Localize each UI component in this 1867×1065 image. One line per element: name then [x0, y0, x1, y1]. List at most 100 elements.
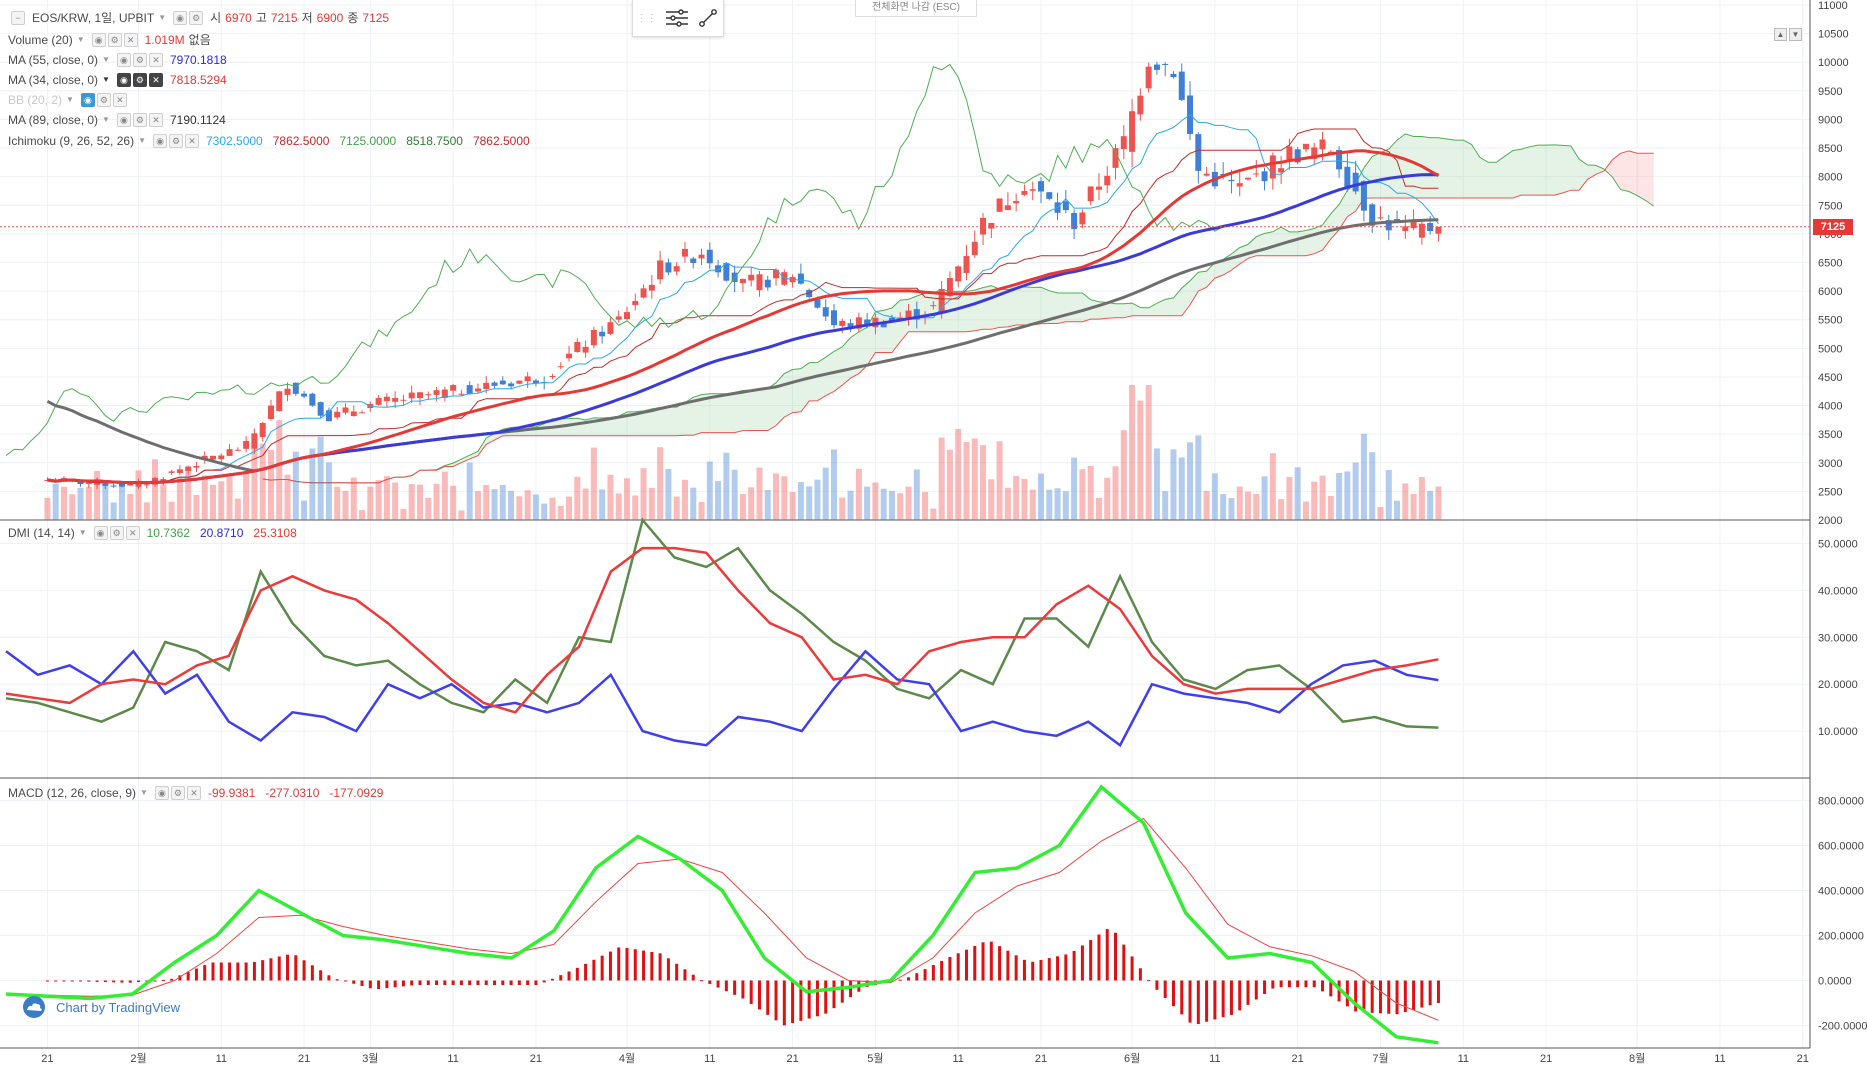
candle-body — [566, 353, 573, 359]
volume-bar — [574, 476, 581, 520]
macd-histogram-bar — [335, 979, 339, 981]
axis-tick-label: 11000 — [1818, 0, 1848, 12]
candle-body — [474, 388, 481, 392]
macd-signal-line — [5, 817, 1439, 1021]
trend-line-icon[interactable] — [697, 7, 719, 29]
volume-bar — [1137, 400, 1144, 520]
ma34-label[interactable]: MA (34, close, 0) — [8, 73, 99, 87]
cloud-segment — [734, 390, 743, 433]
tradingview-logo[interactable]: Chart by TradingView — [20, 996, 180, 1018]
volume-bar — [797, 482, 804, 520]
cloud-segment — [610, 416, 619, 436]
cloud-segment — [767, 382, 777, 431]
candle-body — [930, 305, 937, 307]
high-value: 7215 — [270, 11, 298, 25]
cloud-segment — [1537, 145, 1547, 196]
volume-bar — [334, 486, 341, 520]
volume-bar — [905, 486, 912, 520]
scale-up-icon[interactable]: ▲ — [1774, 28, 1787, 41]
candle-body — [499, 380, 506, 385]
volume-bar — [566, 496, 573, 520]
volume-bar — [375, 480, 382, 520]
cloud-segment — [1297, 230, 1306, 256]
cloud-segment — [643, 408, 652, 436]
cloud-segment — [486, 433, 495, 445]
chevron-down-icon[interactable]: ▼ — [76, 35, 85, 44]
volume-bar — [814, 479, 821, 520]
volume-bar — [946, 449, 953, 520]
volume-bar — [1261, 476, 1268, 520]
drag-handle-icon[interactable]: ⋮⋮ — [636, 12, 657, 24]
volume-bar — [1187, 442, 1194, 520]
candle-body — [1385, 220, 1392, 231]
chevron-down-icon[interactable]: ▼ — [140, 788, 148, 797]
candle-body — [176, 469, 183, 473]
candle-body — [1369, 204, 1376, 226]
macd-histogram-bar — [633, 949, 637, 981]
collapse-icon[interactable]: − — [11, 11, 25, 25]
macd-histogram-bar — [608, 951, 612, 981]
fullscreen-exit-button[interactable]: 전체화면 나감 (ESC) — [855, 0, 977, 17]
ma89-controls[interactable]: ◉ ⚙ ✕ — [116, 113, 163, 127]
symbol-label[interactable]: EOS/KRW, 1일, UPBIT — [32, 11, 155, 25]
ichimoku-controls[interactable]: ◉ ⚙ ✕ — [153, 134, 199, 148]
volume-bar — [806, 486, 813, 520]
ma55-label[interactable]: MA (55, close, 0) — [8, 53, 99, 67]
chevron-down-icon[interactable]: ▼ — [138, 136, 146, 145]
dmi-label[interactable]: DMI (14, 14) — [8, 526, 75, 540]
candle-body — [135, 482, 142, 487]
settings-lines-icon[interactable] — [664, 7, 690, 29]
ma89-label[interactable]: MA (89, close, 0) — [8, 113, 99, 127]
candle-body — [143, 484, 150, 486]
macd-histogram-bar — [1337, 980, 1341, 1002]
legend-volume: Volume (20) ▼ ◉ ⚙ ✕ 1.019M 없음 — [8, 32, 211, 48]
candle-body — [458, 393, 465, 395]
ma55-controls[interactable]: ◉ ⚙ ✕ — [116, 53, 163, 67]
bb-label[interactable]: BB (20, 2) — [8, 93, 63, 107]
volume-bar — [839, 497, 846, 520]
volume-bar — [524, 490, 531, 520]
cloud-segment — [1065, 292, 1075, 322]
macd-histogram-bar — [1378, 980, 1382, 1014]
macd-histogram-bar — [252, 961, 256, 981]
chevron-down-icon[interactable]: ▼ — [102, 55, 110, 64]
cloud-segment — [1413, 136, 1422, 198]
macd-label[interactable]: MACD (12, 26, close, 9) — [8, 786, 137, 800]
chevron-down-icon[interactable]: ▼ — [102, 75, 110, 84]
chevron-down-icon[interactable]: ▼ — [78, 528, 87, 537]
macd-histogram-bar — [600, 955, 604, 981]
ichimoku-label[interactable]: Ichimoku (9, 26, 52, 26) — [8, 134, 135, 148]
bb-controls[interactable]: ◉ ⚙ ✕ — [80, 93, 127, 107]
volume-bar — [102, 481, 109, 520]
volume-bar — [897, 493, 904, 520]
candle-body — [1046, 192, 1053, 199]
volume-bar — [955, 428, 962, 520]
volume-bar — [1410, 493, 1417, 520]
macd-histogram-bar — [1229, 980, 1233, 1015]
macd-histogram-bar — [675, 963, 679, 981]
macd-controls[interactable]: ◉ ⚙ ✕ — [154, 786, 201, 800]
axis-tick-label: 6000 — [1818, 286, 1842, 298]
volume-bar — [888, 490, 895, 520]
candle-body — [1087, 186, 1094, 202]
volume-bar — [1435, 486, 1442, 520]
legend-controls[interactable]: ◉ ⚙ — [173, 11, 204, 25]
volume-label[interactable]: Volume (20) — [8, 33, 73, 47]
macd-histogram-bar — [592, 959, 596, 981]
macd-histogram-bar — [1039, 959, 1043, 981]
cloud-segment — [668, 407, 677, 436]
chevron-down-icon[interactable]: ▼ — [158, 13, 167, 22]
chevron-down-icon[interactable]: ▼ — [102, 115, 110, 124]
macd-histogram-bar — [377, 980, 381, 990]
cloud-segment — [966, 290, 975, 332]
volume-controls[interactable]: ◉ ⚙ ✕ — [91, 33, 138, 47]
ma34-controls[interactable]: ◉ ⚙ ✕ — [116, 73, 163, 87]
dmi-controls[interactable]: ◉ ⚙ ✕ — [93, 526, 140, 540]
volume-bar — [85, 486, 92, 520]
time-tick-label: 21 — [1292, 1053, 1304, 1065]
volume-bar — [1286, 476, 1293, 520]
scale-down-icon[interactable]: ▼ — [1789, 28, 1802, 41]
candle-body — [1336, 149, 1343, 170]
chevron-down-icon[interactable]: ▼ — [66, 95, 74, 104]
